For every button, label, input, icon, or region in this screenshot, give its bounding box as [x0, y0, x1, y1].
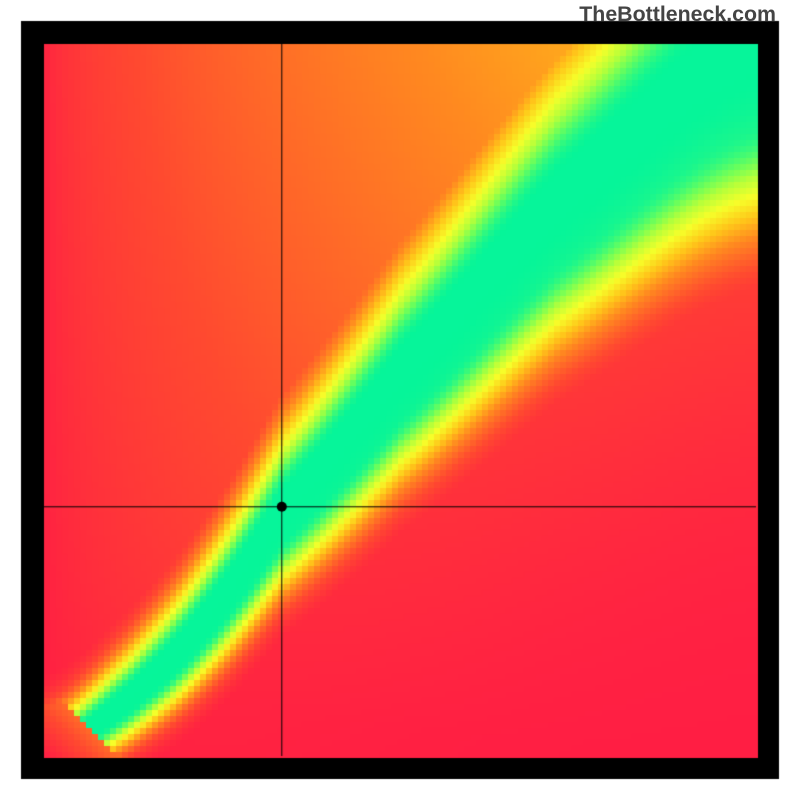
bottleneck-heatmap: [0, 0, 800, 800]
watermark-text: TheBottleneck.com: [579, 2, 776, 27]
